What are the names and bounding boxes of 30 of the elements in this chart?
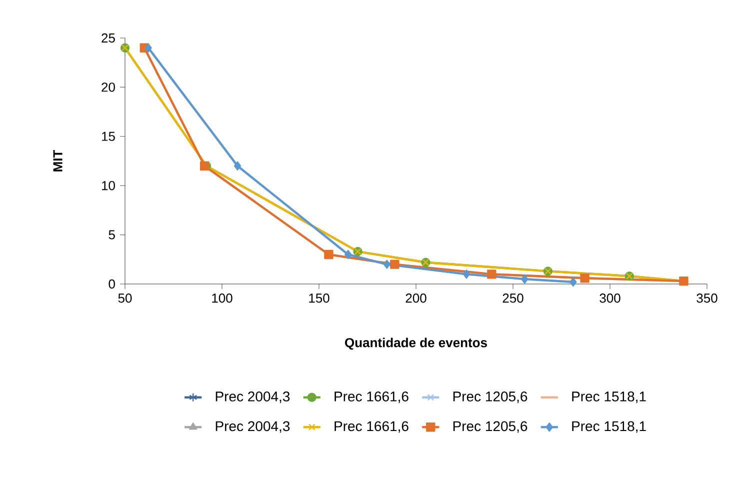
y-tick-label: 25 (102, 33, 115, 43)
point (462, 270, 470, 279)
y-tick-label: 20 (102, 82, 115, 92)
x-tick-label: 150 (309, 294, 330, 303)
point (383, 260, 390, 269)
legend-label: Prec 1661,6 (334, 421, 408, 433)
x-tick-label: 350 (696, 294, 718, 303)
y-axis-title: MIT (53, 150, 62, 172)
legend-label: Prec 1518,1 (572, 421, 646, 433)
legend-label: Prec 2004,3 (216, 421, 290, 433)
x-tick-label: 50 (118, 294, 132, 303)
legend-label: Prec 2004,3 (216, 392, 290, 404)
x-tick-label: 250 (502, 294, 524, 303)
x-tick-label: 100 (212, 294, 232, 303)
point (570, 277, 577, 287)
x-tick-label: 300 (600, 294, 620, 303)
point (521, 274, 528, 284)
point (344, 250, 352, 260)
legend-label: Prec 1205,6 (453, 392, 528, 404)
point (144, 43, 152, 52)
point (234, 161, 242, 171)
y-tick-label: 0 (108, 279, 115, 289)
legend-label: Prec 1661,6 (334, 392, 408, 404)
x-tick-label: 200 (406, 294, 426, 303)
x-axis-title: Quantidade de eventos (345, 338, 487, 350)
legend-label: Prec 1518,1 (572, 392, 646, 404)
y-tick-label: 15 (102, 132, 115, 141)
legend-label: Prec 1205,6 (453, 421, 528, 433)
y-tick-label: 10 (102, 180, 115, 190)
y-tick-label: 5 (108, 230, 115, 240)
